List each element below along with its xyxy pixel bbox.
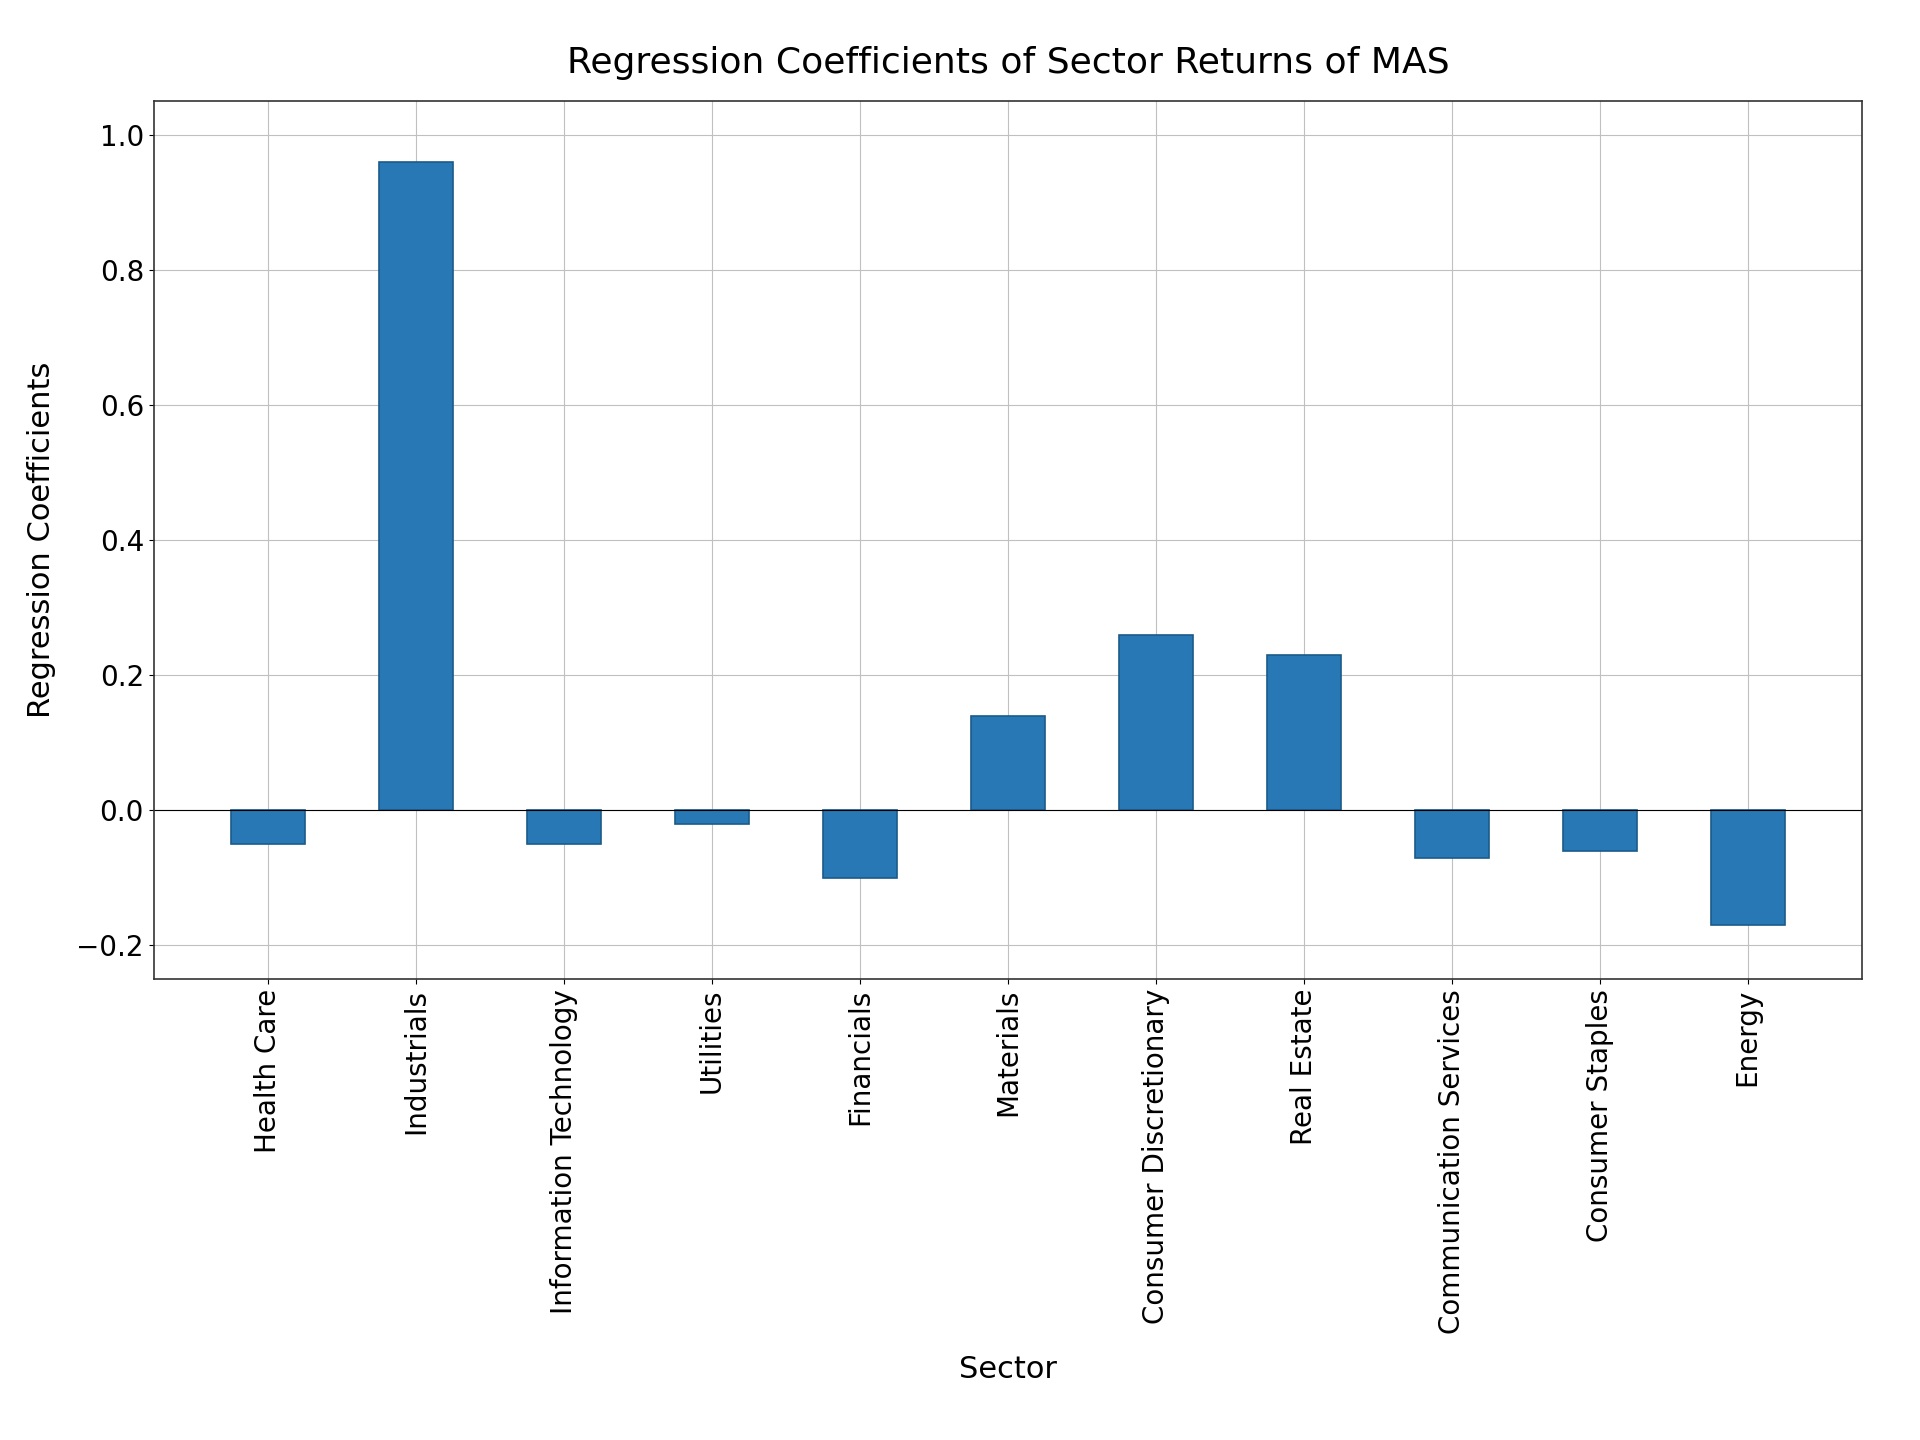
Title: Regression Coefficients of Sector Returns of MAS: Regression Coefficients of Sector Return… (566, 46, 1450, 81)
Y-axis label: Regression Coefficients: Regression Coefficients (27, 361, 56, 719)
Bar (676, 811, 749, 824)
Bar (824, 811, 897, 878)
Bar (1563, 811, 1636, 851)
Bar (1267, 655, 1340, 811)
Bar (1119, 635, 1192, 811)
Bar (972, 716, 1044, 811)
Bar (1711, 811, 1786, 924)
Bar (230, 811, 305, 844)
X-axis label: Sector: Sector (958, 1355, 1058, 1384)
Bar (1415, 811, 1488, 858)
Bar (528, 811, 601, 844)
Bar (380, 161, 453, 811)
